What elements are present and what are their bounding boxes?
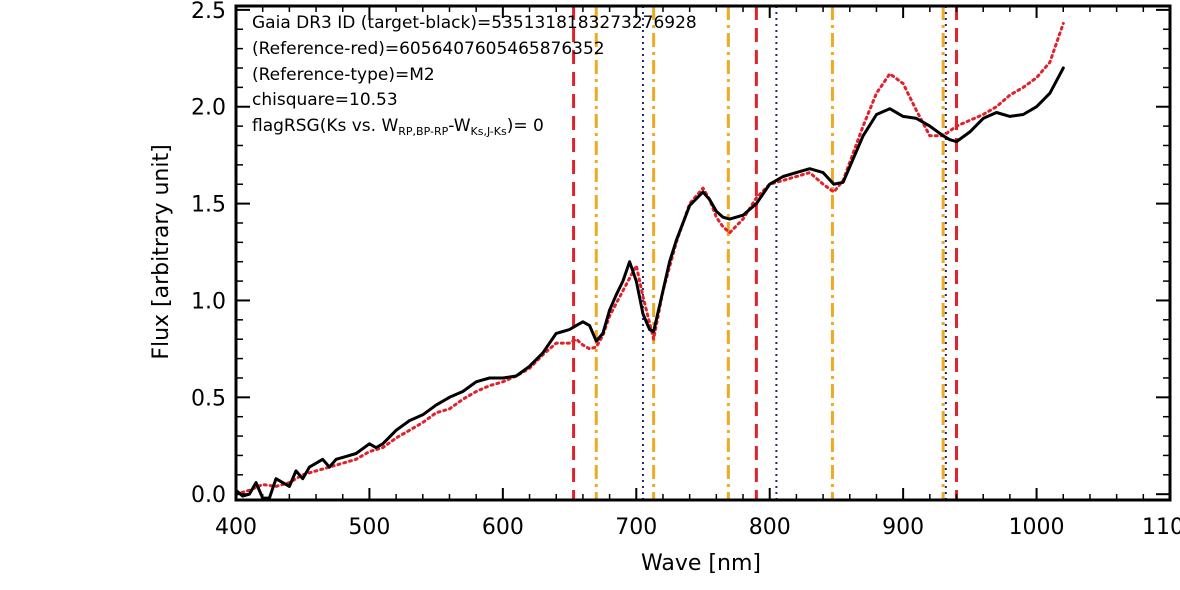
y-tick-label: 1.0 [191,289,226,314]
x-axis-label: Wave [nm] [641,551,761,576]
reference-spectrum-line [234,21,1065,496]
y-tick-label: 0.5 [191,386,226,411]
y-tick-label: 2.5 [191,0,226,24]
line-markers [572,6,959,500]
y-tick-label: 0.0 [191,483,226,508]
plot-frame [234,4,1172,502]
target-spectrum-line [234,66,1065,500]
annotation-chisquare: chisquare=10.53 [252,90,398,110]
x-tick-label: 500 [348,515,390,540]
x-tick-label: 900 [882,515,924,540]
annotation-reference-id: (Reference-red)=6056407605465876352 [252,39,605,59]
x-tick-label: 1000 [1009,515,1065,540]
series-layer [234,21,1065,500]
annotation-flag-rsg: flagRSG(Ks vs. WRP,BP-RP-WKs,J-Ks)= 0 [252,116,544,138]
y-tick-label: 2.0 [191,96,226,121]
y-axis-label: Flux [arbitrary unit] [149,144,174,359]
annotation-gaia-id: Gaia DR3 ID (target-black)=5351318183273… [252,13,697,33]
y-tick-label: 1.5 [191,193,226,218]
x-tick-label: 600 [482,515,524,540]
x-tick-label: 800 [749,515,791,540]
annotation-reference-type: (Reference-type)=M2 [252,65,435,85]
x-tick-label: 400 [215,515,257,540]
x-tick-label: 700 [615,515,657,540]
annotation-block: Gaia DR3 ID (target-black)=5351318183273… [252,13,697,138]
